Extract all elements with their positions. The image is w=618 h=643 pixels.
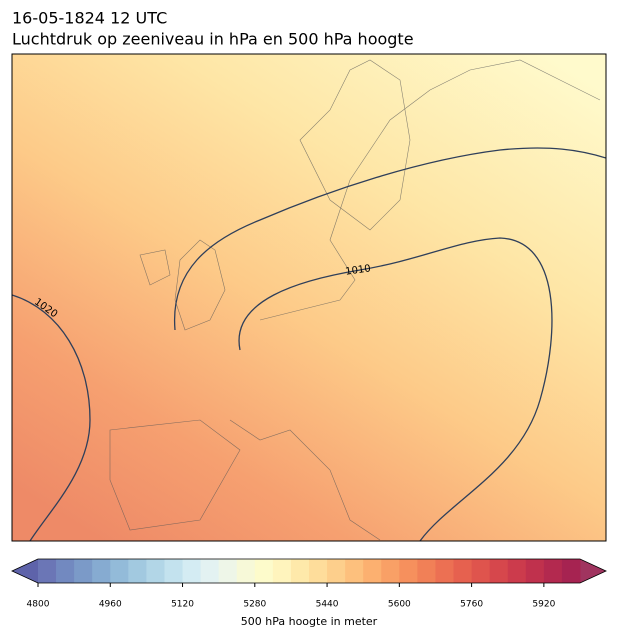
colorbar-segment [507, 559, 527, 583]
colorbar-segment [164, 559, 184, 583]
colorbar-segment [182, 559, 202, 583]
colorbar-segment [218, 559, 238, 583]
colorbar-segment [561, 559, 581, 583]
title: 16-05-1824 12 UTC [12, 9, 167, 28]
colorbar-segment [399, 559, 418, 583]
colorbar-segment [272, 559, 292, 583]
colorbar-tick-label: 5600 [388, 600, 411, 610]
colorbar-segment [74, 559, 93, 583]
colorbar-segment [381, 559, 400, 583]
colorbar-outline [11, 558, 607, 584]
colorbar-tick-label: 4800 [27, 600, 50, 610]
map-field: 1020 1010 [12, 54, 606, 541]
colorbar-segment [92, 559, 111, 583]
colorbar-over [580, 559, 606, 583]
colorbar-segment [254, 559, 274, 583]
colorbar-segment [327, 559, 346, 583]
height-field [12, 54, 606, 541]
map-frame [11, 53, 607, 542]
colorbar-label: 500 hPa hoogte in meter [241, 615, 378, 628]
contour-label: 1010 [345, 263, 372, 277]
colorbar-segment [363, 559, 382, 583]
colorbar-segment [543, 559, 563, 583]
colorbar-tick-label: 5920 [532, 600, 555, 610]
colorbar-under [12, 559, 38, 583]
colorbar-segment [471, 559, 491, 583]
colorbar-segment [128, 559, 147, 583]
colorbar-tick-label: 5120 [171, 600, 194, 610]
colorbar: 4800 4960 5120 5280 5440 5600 5760 5920 [11, 558, 607, 610]
colorbar-segment [309, 559, 328, 583]
colorbar-tick-label: 5440 [316, 600, 339, 610]
colorbar-segment [38, 559, 57, 583]
isobars [12, 147, 606, 541]
colorbar-segment [200, 559, 220, 583]
colorbar-segment [525, 559, 545, 583]
colorbar-tick-label: 4960 [99, 600, 122, 610]
colorbar-segment [110, 559, 129, 583]
colorbar-segment [489, 559, 509, 583]
coastlines [109, 59, 601, 541]
colorbar-segment [345, 559, 364, 583]
colorbar-segment [435, 559, 455, 583]
colorbar-tick-label: 5280 [243, 600, 266, 610]
colorbar-segment [417, 559, 436, 583]
colorbar-segment [290, 559, 310, 583]
colorbar-segment [56, 559, 75, 583]
subtitle: Luchtdruk op zeeniveau in hPa en 500 hPa… [12, 30, 414, 49]
colorbar-tick-label: 5760 [460, 600, 483, 610]
colorbar-segment [236, 559, 256, 583]
colorbar-segment [453, 559, 473, 583]
colorbar-segment [146, 559, 165, 583]
